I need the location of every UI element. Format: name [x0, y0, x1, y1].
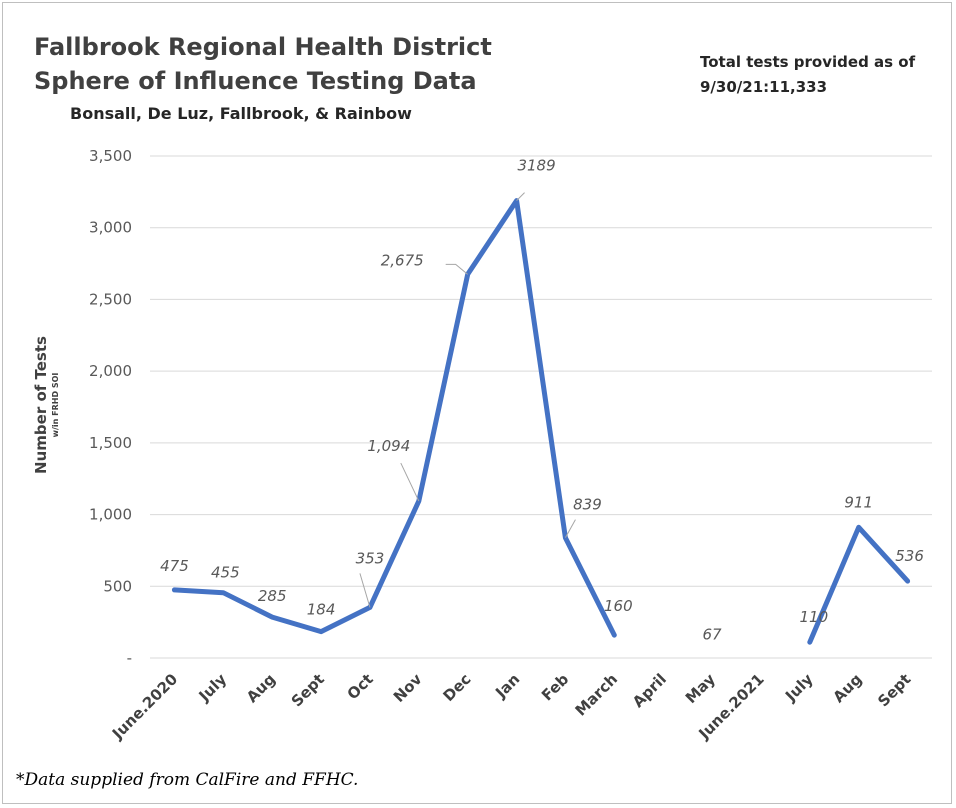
x-tick-label: April — [629, 670, 670, 711]
y-tick-label: 1,000 — [89, 506, 132, 524]
data-label: 1,094 — [367, 437, 410, 455]
data-label: 285 — [258, 587, 287, 605]
x-tick-label: March — [572, 670, 622, 720]
data-label: 110 — [799, 608, 828, 626]
x-axis-ticks: June.2020 July Aug Sept Oct Nov Dec Jan Feb March… — [108, 670, 914, 743]
leader-line — [400, 462, 420, 502]
footnote: *Data supplied from CalFire and FFHC. — [16, 770, 359, 790]
x-tick-label: Feb — [538, 670, 573, 705]
data-label: 911 — [844, 493, 873, 511]
series-line-segment — [807, 524, 911, 645]
x-tick-label: June.2020 — [108, 670, 181, 743]
data-label: 455 — [211, 564, 240, 582]
data-label: 475 — [160, 557, 189, 575]
y-tick-label: 500 — [103, 577, 132, 595]
y-tick-label: 1,500 — [89, 434, 132, 452]
y-tick-label: 2,500 — [89, 290, 132, 308]
y-axis-ticks: - 500 1,000 1,500 2,000 2,500 3,000 3,500 — [89, 147, 132, 667]
x-tick-label: Sept — [288, 670, 328, 710]
gridlines — [150, 155, 932, 659]
data-label: 536 — [895, 547, 924, 565]
x-tick-label: Sept — [874, 670, 914, 710]
leader-line — [359, 573, 371, 608]
leader-line — [565, 519, 576, 538]
y-tick-label: 2,000 — [89, 362, 132, 380]
data-label: 839 — [573, 496, 602, 514]
data-label: 67 — [703, 625, 723, 643]
x-tick-label: Aug — [243, 670, 279, 706]
chart-title-line1: Fallbrook Regional Health District — [34, 33, 492, 61]
y-axis-label-main: Number of Tests — [32, 336, 50, 474]
x-tick-label: May — [682, 670, 719, 707]
chart-title: Fallbrook Regional Health District Spher… — [34, 30, 492, 98]
x-tick-label: Oct — [344, 670, 377, 703]
series-line-segment — [171, 198, 617, 638]
chart-title-line2: Sphere of Influence Testing Data — [34, 67, 477, 95]
data-label: 353 — [356, 549, 385, 567]
data-label: 2,675 — [381, 251, 424, 269]
y-tick-label: - — [127, 649, 132, 667]
leader-line — [445, 263, 469, 275]
data-label: 184 — [307, 601, 336, 619]
x-tick-label: July — [195, 670, 231, 706]
chart-subtitle: Bonsall, De Luz, Fallbrook, & Rainbow — [70, 104, 412, 123]
leader-line — [516, 192, 525, 201]
label-leader-lines — [359, 192, 576, 608]
x-tick-label: Jan — [491, 670, 523, 702]
data-labels: 475 455 285 184 353 1,094 2,675 3189 839 160 67 110… — [160, 157, 924, 644]
data-label: 160 — [604, 597, 633, 615]
x-tick-label: Nov — [390, 670, 426, 706]
y-tick-label: 3,500 — [89, 147, 132, 165]
x-tick-label: Dec — [439, 670, 474, 705]
y-axis-label-sub: w/in FRHD SOI — [51, 373, 60, 438]
data-label: 3189 — [517, 157, 555, 175]
y-axis-label: Number of Tests w/in FRHD SOI — [32, 336, 60, 474]
series-line — [171, 198, 911, 645]
y-tick-label: 3,000 — [89, 219, 132, 237]
x-tick-label: July — [781, 670, 817, 706]
total-tests-annotation: Total tests provided as of 9/30/21:11,33… — [700, 53, 916, 96]
x-tick-label: Aug — [829, 670, 865, 706]
